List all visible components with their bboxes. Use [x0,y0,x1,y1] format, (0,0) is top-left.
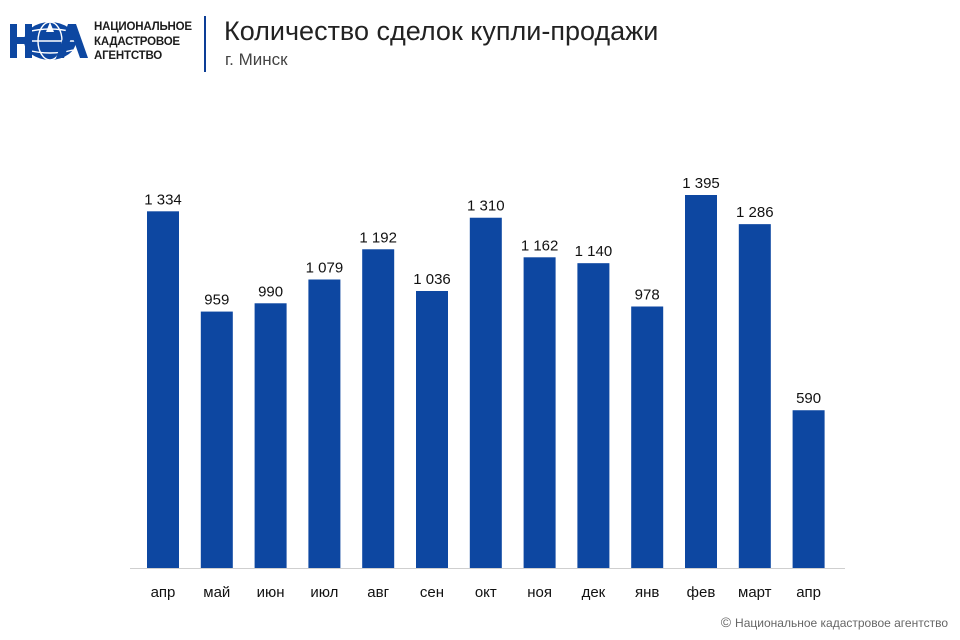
bar-апр [147,211,179,568]
bar-авг [362,249,395,568]
x-tick-label: март [738,584,772,601]
data-label: 1 140 [575,243,613,260]
data-label: 1 162 [521,237,559,254]
bar-июл [308,279,341,568]
bar-окт [469,217,502,568]
x-tick-labels: апр май июн июл авг сен окт ноя дек янв фев март апр [151,584,821,601]
footer: © Национальное кадастровое агентство [721,614,948,630]
header-divider [204,16,206,72]
data-label: 590 [796,390,821,407]
bar-ноя [523,257,556,568]
logo-line: АГЕНТСТВО [94,50,163,62]
data-label: 1 310 [467,198,505,215]
logo-wordmark: НАЦИОНАЛЬНОЕ КАДАСТРОВОЕ АГЕНТСТВО [94,20,192,64]
footer-text: Национальное кадастровое агентство [735,616,948,630]
bar-фев [685,195,717,568]
x-tick-label: дек [582,584,606,601]
globe-logo-icon [10,21,88,61]
data-label: 990 [258,283,283,300]
bar-сен [416,290,448,568]
bar-июн [254,303,287,568]
header: НАЦИОНАЛЬНОЕ КАДАСТРОВОЕ АГЕНТСТВО Колич… [0,0,960,90]
data-labels: 1 334 959 990 1 079 1 192 1 036 1 310 1 162 1 14… [144,175,821,407]
x-tick-label: июн [257,584,285,601]
bar-апр [792,410,825,568]
x-tick-label: апр [151,584,176,601]
x-tick-label: май [203,584,230,601]
data-label: 1 395 [682,175,720,192]
x-tick-label: июл [310,584,338,601]
x-tick-label: фев [687,584,716,601]
chart-title: Количество сделок купли-продажи [224,16,659,46]
x-tick-label: авг [367,584,389,601]
data-label: 1 079 [306,259,344,276]
data-label: 1 036 [413,271,451,288]
logo-line: НАЦИОНАЛЬНОЕ [94,21,192,33]
data-label: 959 [204,292,229,309]
bar-янв [631,306,664,568]
data-label: 1 334 [144,191,182,208]
x-tick-label: апр [796,584,821,601]
x-tick-label: ноя [527,584,552,601]
chart-subtitle: г. Минск [225,50,288,69]
data-label: 1 286 [736,204,774,221]
data-label: 1 192 [359,229,397,246]
bar-дек [577,263,610,568]
data-label: 978 [635,286,660,303]
copyright-icon: © [720,614,732,630]
logo: НАЦИОНАЛЬНОЕ КАДАСТРОВОЕ АГЕНТСТВО [10,20,192,66]
x-tick-label: янв [635,584,659,601]
x-tick-label: сен [420,584,444,601]
bar-март [738,224,771,568]
bar-series [147,195,825,568]
bar-май [200,311,233,568]
logo-line: КАДАСТРОВОЕ [94,35,180,48]
x-tick-label: окт [475,584,497,601]
